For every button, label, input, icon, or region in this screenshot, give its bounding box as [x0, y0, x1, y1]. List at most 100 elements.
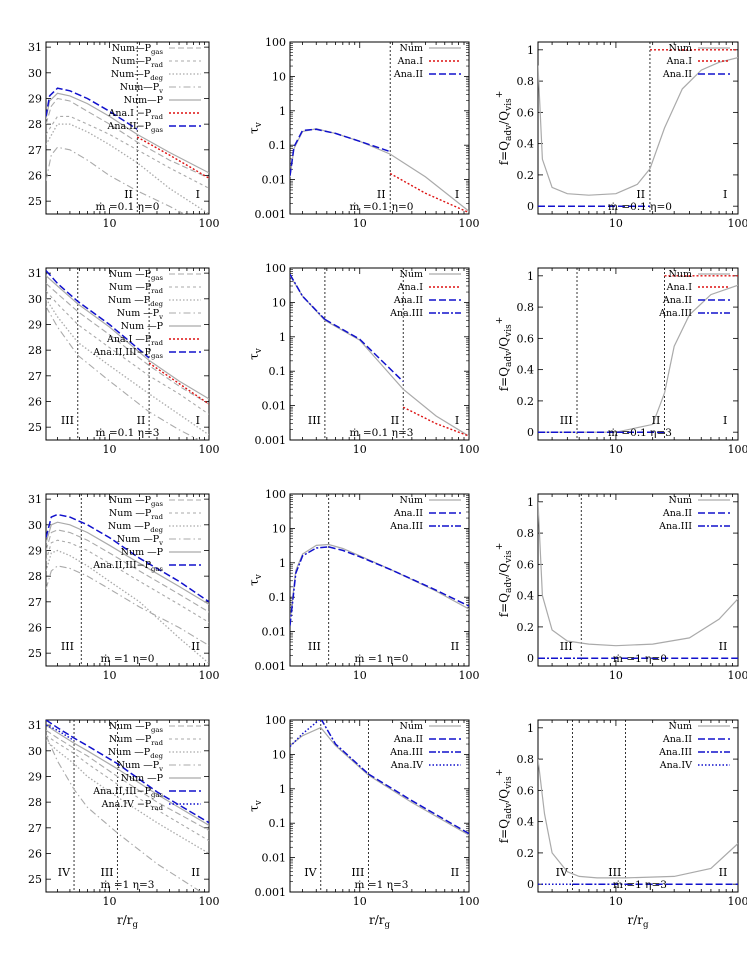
- x-tick-label: 10: [609, 895, 623, 908]
- legend-label: Ana.III: [389, 747, 423, 758]
- series-num-dash2: [46, 539, 209, 623]
- series-num-dash: [46, 282, 209, 405]
- plot-frame: [289, 267, 470, 441]
- y-tick-label: 0.01: [262, 626, 287, 639]
- region-label: III: [100, 866, 113, 879]
- series-num-dot: [46, 123, 209, 214]
- legend-label: Ana.III: [658, 747, 692, 758]
- plot-frame: [45, 719, 210, 893]
- x-axis-label: r/rg: [369, 913, 391, 930]
- legend-label: Num —P: [121, 773, 164, 784]
- region-label: IV: [304, 866, 317, 879]
- y-axis-label: f=Qadv/Qvis+: [495, 91, 514, 166]
- series-group: [290, 720, 469, 836]
- series-group: [46, 87, 209, 214]
- legend-label: Ana.I —Prad: [106, 334, 164, 347]
- y-tick-label: 1: [527, 496, 534, 509]
- x-tick-label: 10: [103, 217, 117, 230]
- y-tick-label: 0.6: [517, 106, 535, 119]
- series-ana-ii: [324, 318, 404, 383]
- region-label: III: [308, 414, 321, 427]
- legend-label: Ana.IV −Prad: [101, 799, 164, 812]
- legend-label: Ana.I: [397, 56, 424, 67]
- series-group: [290, 128, 469, 214]
- plot-frame: [45, 267, 210, 441]
- x-tick-label: 10: [609, 443, 623, 456]
- region-label: II: [137, 414, 146, 427]
- series-ana-iii: [290, 546, 329, 626]
- y-tick-label: 31: [28, 267, 42, 280]
- legend-label: Ana.II: [662, 508, 692, 519]
- legend-label: Num —P: [121, 547, 164, 558]
- series-num-solid: [46, 724, 209, 826]
- panel-annotation: ṁ =1 η=3: [613, 879, 667, 891]
- series-num-solid: [538, 284, 738, 433]
- region-label: II: [636, 188, 645, 201]
- legend-label: Num: [400, 269, 423, 280]
- y-tick-label: 27: [28, 370, 42, 383]
- plot-frame: [537, 493, 739, 667]
- series-num-dot: [46, 298, 209, 436]
- y-tick-label: 10: [272, 522, 286, 535]
- region-label: II: [191, 866, 200, 879]
- region-label: I: [455, 414, 459, 427]
- y-tick-label: 0.4: [517, 138, 535, 151]
- x-tick-label: 100: [459, 895, 480, 908]
- y-tick-label: 10: [272, 70, 286, 83]
- series-num-solid: [538, 57, 738, 196]
- y-tick-label: 0.6: [517, 332, 535, 345]
- legend-label: Ana.IV: [659, 760, 692, 771]
- legend-label: Num: [669, 269, 692, 280]
- y-tick-label: 0: [527, 426, 534, 439]
- y-tick-label: 1: [279, 331, 286, 344]
- x-tick-label: 10: [353, 217, 367, 230]
- series-group: [538, 759, 738, 885]
- legend-label: Num —Pv: [117, 534, 163, 547]
- series-num-solid: [46, 521, 209, 605]
- x-tick-label: 100: [728, 443, 747, 456]
- series-num-solid: [46, 92, 209, 174]
- region-label: III: [308, 640, 321, 653]
- legend-label: Ana.I −Prad: [107, 108, 163, 121]
- region-label: II: [451, 866, 460, 879]
- panel-annotation: ṁ =1 η=3: [101, 879, 155, 891]
- legend-label: Num —Pdeg: [108, 521, 164, 534]
- region-label: II: [124, 188, 133, 201]
- x-tick-label: 100: [459, 217, 480, 230]
- series-ana-ii: [46, 87, 138, 130]
- y-axis-label: τv: [247, 347, 264, 360]
- series-group: [290, 274, 469, 437]
- legend-label: Num —Prad: [109, 734, 164, 747]
- panel-annotation: ṁ =1 η=0: [101, 653, 155, 665]
- series-num-dashdot: [46, 565, 209, 646]
- legend-label: Ana.II: [662, 734, 692, 745]
- y-tick-label: 0.8: [517, 527, 535, 540]
- y-axis-label: f=Qadv/Qvis+: [495, 769, 514, 844]
- y-tick-label: 0.2: [517, 169, 535, 182]
- series-ana-i: [136, 136, 209, 179]
- legend-label: Ana.II−Pgas: [107, 121, 164, 134]
- x-tick-label: 100: [199, 895, 220, 908]
- x-tick-label: 10: [353, 895, 367, 908]
- y-tick-label: 0: [527, 652, 534, 665]
- y-tick-label: 25: [28, 873, 42, 886]
- y-tick-label: 27: [28, 822, 42, 835]
- y-tick-label: 26: [28, 621, 42, 634]
- y-tick-label: 0.8: [517, 301, 535, 314]
- y-tick-label: 1: [279, 783, 286, 796]
- y-tick-label: 0.1: [269, 365, 287, 378]
- panel-annotation: ṁ =1 η=0: [355, 653, 409, 665]
- series-group: [538, 501, 738, 659]
- region-label: II: [191, 640, 200, 653]
- y-tick-label: 0.001: [255, 434, 287, 447]
- y-tick-label: 0.01: [262, 174, 287, 187]
- y-tick-label: 0.6: [517, 784, 535, 797]
- y-tick-label: 26: [28, 395, 42, 408]
- y-axis-label: f=Qadv/Qvis+: [495, 317, 514, 392]
